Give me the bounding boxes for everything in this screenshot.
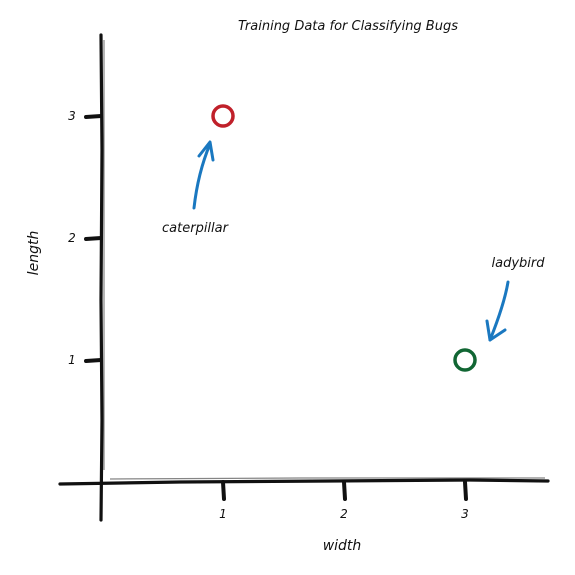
annotations: caterpillar ladybird [162,140,546,342]
x-tick-mark [463,480,468,501]
x-tick-label: 1 [219,507,227,521]
y-tick-mark [84,114,103,119]
x-axis-label: width [323,538,362,554]
x-tick-label: 3 [461,507,469,521]
x-tick-mark [221,480,226,501]
x-tick-mark [342,480,347,501]
annotation-arrowhead [197,140,215,162]
annotation-arrowhead [485,319,507,342]
data-point [453,348,477,372]
axes [58,33,550,522]
y-tick-label: 1 [68,353,76,367]
y-tick-mark [84,236,103,241]
ticks: 1 2 3 1 2 3 [68,109,469,521]
annotation-arrow [192,142,212,210]
x-axis-line [58,478,550,486]
x-tick-label: 2 [340,507,348,521]
annotation-label: ladybird [492,256,546,271]
y-tick-mark [84,358,103,363]
y-tick-label: 3 [68,109,76,123]
y-axis-line [99,33,104,522]
y-axis-label: length [26,231,42,276]
x-axis-line-texture [109,477,545,480]
annotation-label: caterpillar [162,221,230,236]
annotation-arrow [488,280,510,342]
y-tick-label: 2 [68,231,76,245]
chart-title: Training Data for Classifying Bugs [238,19,458,34]
data-point [211,104,235,128]
data-points [211,104,477,372]
